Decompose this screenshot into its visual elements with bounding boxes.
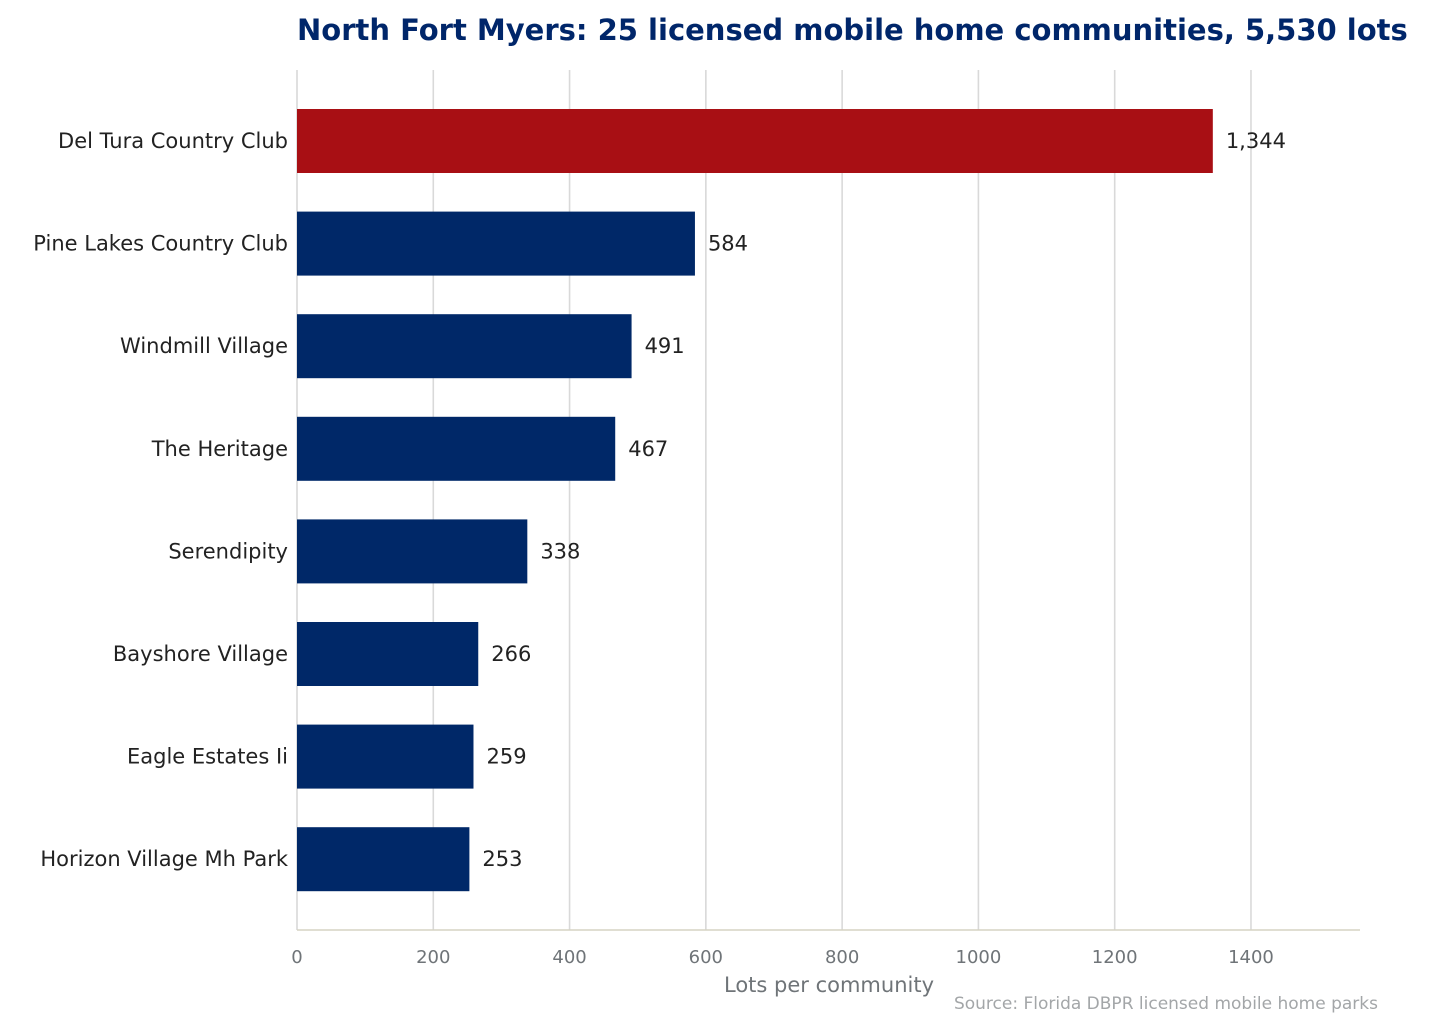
category-label: Horizon Village Mh Park [40,847,288,871]
bar [297,519,528,584]
bar-value-label: 491 [645,334,685,358]
category-label: Windmill Village [120,334,288,358]
bars [297,109,1213,892]
bar-value-label: 467 [628,437,668,461]
x-axis-title: Lots per community [724,973,934,997]
category-label: Pine Lakes Country Club [33,232,288,256]
category-label: Serendipity [168,539,288,563]
source-note: Source: Florida DBPR licensed mobile hom… [954,994,1378,1014]
bar [297,724,474,789]
bar [297,416,616,481]
category-label: Eagle Estates Ii [127,745,288,769]
x-tick-labels: 0 200 400 600 800 1000 1200 1400 [291,947,1274,968]
x-tick-label: 600 [689,947,723,968]
x-tick-label: 1000 [956,947,1002,968]
category-label: Del Tura Country Club [58,129,288,153]
x-tick-label: 1400 [1228,947,1274,968]
bar-value-label: 338 [540,539,580,563]
bar-value-label: 259 [486,745,526,769]
bar-value-label: 266 [491,642,531,666]
chart-title: North Fort Myers: 25 licensed mobile hom… [297,13,1408,47]
category-label: The Heritage [151,437,288,461]
bar [297,314,632,379]
bar [297,109,1213,173]
value-labels: 1,344 584 491 467 338 266 259 253 [482,129,1286,871]
category-label: Bayshore Village [113,642,288,666]
bar-value-label: 253 [482,847,522,871]
bar [297,211,695,276]
bar-value-label: 1,344 [1226,129,1286,153]
bar-value-label: 584 [708,232,748,256]
x-tick-label: 0 [291,947,302,968]
gridlines [296,70,1252,930]
x-tick-label: 1200 [1092,947,1138,968]
x-tick-label: 400 [552,947,586,968]
x-tick-label: 800 [825,947,859,968]
category-labels: Del Tura Country Club Pine Lakes Country … [33,129,289,871]
bar [297,622,479,686]
x-tick-label: 200 [416,947,450,968]
bar [297,827,470,892]
